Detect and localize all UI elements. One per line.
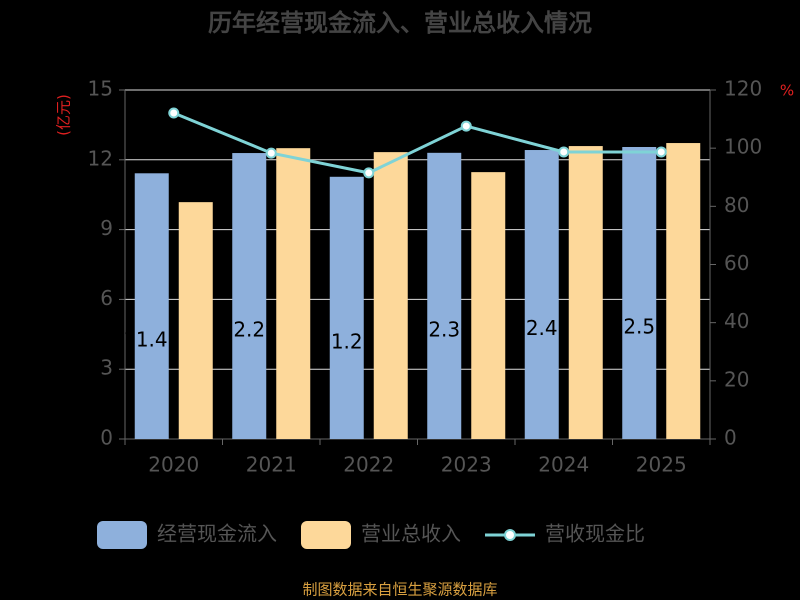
bar — [373, 152, 408, 439]
bar — [232, 153, 267, 439]
line-point — [265, 147, 277, 159]
source-note: 制图数据来自恒生聚源数据库 — [302, 581, 497, 599]
y2-tick-label: 20 — [724, 367, 749, 391]
bar — [666, 143, 701, 439]
data-label: 11.27 — [318, 329, 375, 353]
line-point — [460, 120, 472, 132]
legend-label: 营业总收入 — [361, 522, 461, 546]
y2-tick-label: 0 — [724, 426, 737, 450]
x-tick-label: 2024 — [538, 453, 589, 477]
x-tick-label: 2021 — [246, 453, 297, 477]
legend-symbol — [301, 521, 351, 549]
data-label: 12.29 — [221, 318, 278, 342]
line-point — [558, 146, 570, 158]
data-label: 12.30 — [416, 317, 473, 341]
y-tick-label: 3 — [100, 356, 113, 380]
y-tick-label: 9 — [100, 216, 113, 240]
y2-tick-label: 120 — [724, 77, 762, 101]
x-tick-label: 2025 — [636, 453, 687, 477]
legend-symbol — [504, 529, 516, 541]
bar — [276, 148, 311, 439]
bar — [134, 173, 169, 439]
legend-label: 经营现金流入 — [157, 522, 277, 546]
x-tick-label: 2023 — [441, 453, 492, 477]
y2-axis-label: % — [780, 82, 794, 100]
line — [173, 111, 662, 175]
y2-tick-label: 100 — [724, 135, 762, 159]
data-label: 11.42 — [123, 328, 180, 352]
bar — [178, 202, 213, 439]
x-tick-label: 2020 — [148, 453, 199, 477]
data-label: 12.55 — [611, 315, 668, 339]
bar — [622, 147, 657, 439]
chart-title: 历年经营现金流入、营业总收入情况 — [208, 9, 592, 37]
y2-tick-label: 60 — [724, 251, 749, 275]
y-tick-label: 0 — [100, 426, 113, 450]
bar — [524, 150, 559, 439]
y-tick-label: 12 — [88, 146, 113, 170]
data-label: 12.42 — [513, 316, 570, 340]
x-tick-label: 2022 — [343, 453, 394, 477]
bar — [329, 176, 364, 439]
bar — [471, 172, 506, 439]
legend-symbol — [97, 521, 147, 549]
legend-label: 营收现金比 — [545, 522, 645, 546]
y-axis-label: (亿元) — [55, 94, 73, 136]
y-tick-label: 15 — [88, 77, 113, 101]
line-point — [363, 167, 375, 179]
line-point — [655, 146, 667, 158]
y2-tick-label: 40 — [724, 309, 749, 333]
bar — [427, 152, 462, 439]
line-point — [168, 107, 180, 119]
y-tick-label: 6 — [100, 286, 113, 310]
bar — [568, 146, 603, 439]
y2-tick-label: 80 — [724, 193, 749, 217]
